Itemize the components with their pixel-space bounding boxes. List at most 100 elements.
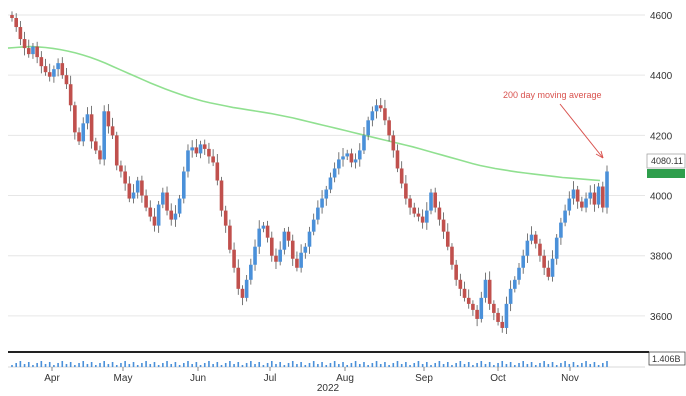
volume-bar xyxy=(405,362,407,367)
volume-bar xyxy=(11,365,13,367)
volume-bar xyxy=(312,361,315,367)
annotation-arrowhead xyxy=(595,150,604,159)
volume-bar xyxy=(338,364,340,367)
volume-bar xyxy=(522,361,524,367)
candle-body xyxy=(253,246,257,265)
volume-bar xyxy=(497,363,499,367)
annotation-text: 200 day moving average xyxy=(503,90,602,100)
candle-body xyxy=(131,192,136,199)
volume-bar xyxy=(124,361,126,367)
candle-body xyxy=(437,207,442,220)
volume-bar xyxy=(258,362,261,367)
candle-body xyxy=(554,237,559,259)
candle-body xyxy=(546,267,551,277)
candle-body xyxy=(538,243,542,256)
candle-body xyxy=(278,249,282,262)
volume-bar xyxy=(304,365,307,367)
x-tick-label: Oct xyxy=(490,373,506,384)
candle-body xyxy=(161,192,165,205)
volume-bar xyxy=(505,364,508,367)
volume-bar xyxy=(166,361,168,367)
candle-body xyxy=(492,303,496,313)
volume-bar xyxy=(82,361,85,367)
volume-bar xyxy=(388,365,390,367)
candle-body xyxy=(357,150,362,160)
volume-bar xyxy=(170,364,173,367)
candle-body xyxy=(232,249,236,268)
candle-body xyxy=(43,66,48,73)
volume-bar xyxy=(203,363,206,367)
candle-body xyxy=(508,288,513,304)
volume-bar xyxy=(262,365,265,367)
volume-bar xyxy=(375,361,378,367)
volume-bar xyxy=(287,363,290,367)
volume-panel xyxy=(8,351,649,368)
candle-body xyxy=(223,210,228,226)
volume-bar xyxy=(409,365,411,367)
candle-body xyxy=(391,135,396,151)
y-tick-label: 3600 xyxy=(650,312,673,323)
moving-average xyxy=(7,45,601,182)
candle-body xyxy=(404,183,408,199)
volume-bar xyxy=(245,363,248,367)
volume-bar xyxy=(65,364,68,367)
volume-bar xyxy=(484,364,487,367)
volume-bar xyxy=(44,364,47,367)
candle-body xyxy=(408,198,412,208)
candle-body xyxy=(328,177,333,190)
last-value-box xyxy=(646,153,686,169)
candle-body xyxy=(441,219,446,232)
y-tick-label: 4200 xyxy=(650,131,673,142)
x-tick-label: Jun xyxy=(190,373,206,384)
volume-bar xyxy=(392,363,395,367)
volume-bar xyxy=(195,362,198,367)
volume-bar xyxy=(208,361,210,367)
candle-body xyxy=(378,105,383,109)
ma-value-marker xyxy=(647,169,685,178)
volume-bar xyxy=(396,361,399,367)
volume-bar xyxy=(467,362,470,367)
volume-bar xyxy=(346,365,349,367)
candle-body xyxy=(228,225,232,250)
candle-body xyxy=(56,63,60,70)
volume-bar xyxy=(597,365,600,367)
candle-body xyxy=(85,114,90,124)
candle-body xyxy=(303,246,308,253)
volume-bar xyxy=(342,362,344,367)
volume-bar xyxy=(19,361,22,367)
candle-body xyxy=(26,48,31,55)
volume-bar xyxy=(379,364,382,367)
candle-body xyxy=(521,255,525,268)
y-tick-label: 4400 xyxy=(650,71,673,82)
volume-bar xyxy=(254,364,256,367)
candle-body xyxy=(165,192,169,211)
volume-bar xyxy=(291,361,294,367)
volume-bar xyxy=(572,362,575,367)
volume-bar xyxy=(78,363,80,367)
volume-bar xyxy=(354,361,357,367)
candle-body xyxy=(580,201,584,208)
volume-bar xyxy=(329,363,332,367)
candle-body xyxy=(236,267,241,289)
candle-body xyxy=(399,168,404,184)
candle-body xyxy=(135,180,140,193)
volume-bar xyxy=(128,364,131,367)
candle-body xyxy=(73,105,77,133)
volume-bar xyxy=(417,361,420,367)
y-axis: 3600 3800 4000 4200 4400 4600 xyxy=(650,11,673,323)
candle-body xyxy=(412,207,417,214)
candle-body xyxy=(458,279,463,289)
volume-bar xyxy=(15,363,17,367)
volume-bar xyxy=(421,364,424,367)
candle-body xyxy=(274,255,278,262)
volume-bar xyxy=(530,362,533,367)
volume-bar xyxy=(539,363,541,367)
candle-body xyxy=(265,225,270,238)
candle-body xyxy=(52,69,56,77)
volume-bar xyxy=(451,365,453,367)
volume-bar xyxy=(99,363,101,367)
volume-bar xyxy=(459,361,462,367)
candle-body xyxy=(177,198,182,214)
candle-body xyxy=(173,213,178,220)
candle-body xyxy=(500,321,505,328)
